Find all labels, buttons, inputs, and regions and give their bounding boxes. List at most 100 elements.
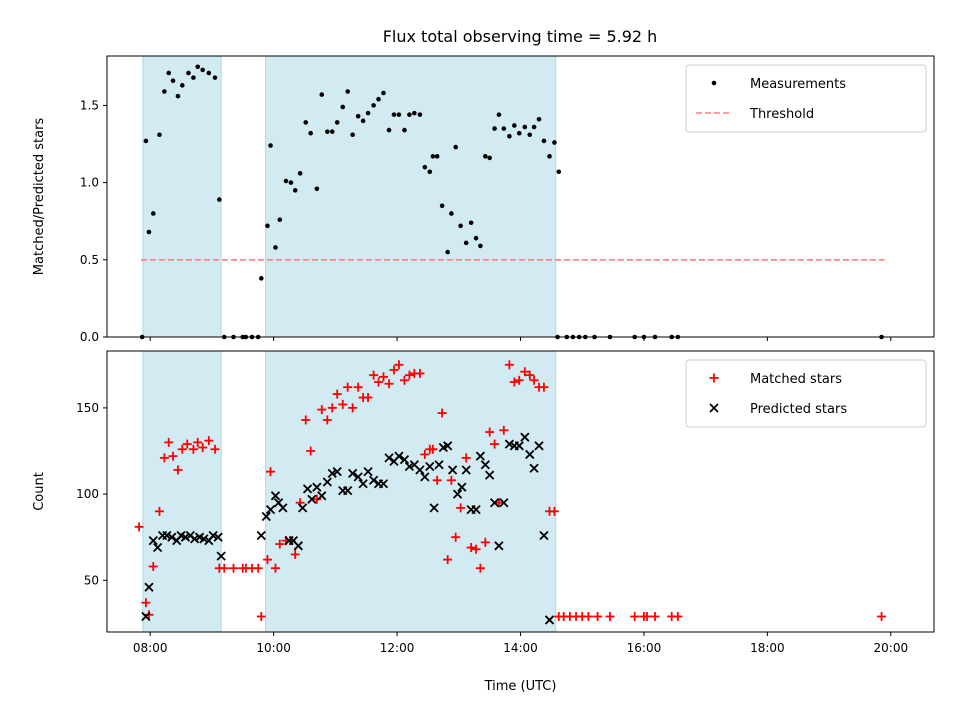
- measurement-point: [501, 126, 507, 131]
- predicted-stars-point: [162, 530, 172, 541]
- x-marker-b: [141, 611, 151, 622]
- matched-stars-point: [404, 370, 414, 380]
- predicted-stars-point: [353, 472, 363, 482]
- measurement-point: [407, 112, 412, 117]
- x-marker-b: [322, 477, 332, 487]
- x-marker-b: [162, 530, 172, 541]
- matched-stars-point: [549, 506, 559, 516]
- measurement-point: [283, 178, 289, 184]
- measurement-point: [386, 127, 392, 133]
- x-axis-label: Time (UTC): [484, 679, 557, 694]
- measurement-point: [288, 180, 294, 185]
- predicted-stars-point: [452, 489, 463, 499]
- predicted-stars-point: [368, 475, 379, 485]
- predicted-stars-point: [489, 498, 500, 508]
- predicted-stars-point: [190, 534, 200, 544]
- matched-stars-point: [327, 403, 337, 413]
- x-marker-b: [148, 535, 158, 546]
- measurement-point: [195, 64, 201, 70]
- measurement-point: [206, 70, 212, 76]
- predicted-stars-point: [167, 532, 177, 542]
- x-marker-b: [539, 530, 549, 541]
- matched-stars-point: [520, 367, 530, 377]
- x-marker-b: [420, 472, 430, 482]
- x-marker-b: [480, 460, 490, 470]
- predicted-stars-point: [420, 472, 430, 482]
- legend-label: Matched stars: [750, 372, 842, 387]
- measurement-point: [162, 89, 167, 94]
- matched-stars-point: [134, 522, 144, 532]
- matched-stars-point: [384, 379, 394, 389]
- matched-stars-point: [420, 449, 430, 459]
- matched-stars-point: [642, 611, 652, 621]
- matched-stars-point: [650, 611, 660, 621]
- x-marker-b: [298, 503, 308, 513]
- x-marker-b: [332, 467, 342, 477]
- x-marker-b: [176, 530, 186, 541]
- predicted-stars-point: [399, 454, 410, 465]
- matched-stars-point: [443, 555, 453, 565]
- matched-stars-point: [605, 611, 615, 621]
- x-marker-b: [363, 467, 373, 477]
- predicted-stars-point: [429, 503, 439, 513]
- x-marker-b: [208, 530, 218, 541]
- matched-stars-point: [270, 563, 280, 573]
- matched-stars-point: [256, 611, 266, 621]
- matched-stars-point: [378, 372, 388, 382]
- predicted-stars-point: [529, 463, 539, 473]
- observing-interval-shade: [142, 350, 222, 633]
- measurement-point: [396, 112, 402, 117]
- predicted-stars-point: [480, 460, 490, 470]
- x-marker-b: [307, 494, 317, 504]
- x-marker-b: [384, 453, 394, 463]
- predicted-stars-point: [208, 530, 218, 541]
- x-marker-b: [415, 465, 425, 475]
- matched-stars-point: [168, 451, 178, 461]
- measurement-point: [319, 92, 325, 97]
- matched-stars-point: [539, 382, 549, 392]
- predicted-stars-point: [298, 503, 308, 513]
- x-marker-b: [404, 461, 415, 472]
- x-tick-label: 14:00: [503, 641, 538, 655]
- y-tick-label: 100: [76, 487, 99, 501]
- matched-stars-point: [198, 443, 208, 453]
- y-axis-label: Count: [32, 472, 47, 511]
- measurement-point: [329, 129, 335, 134]
- x-marker-b: [434, 460, 444, 470]
- matched-stars-point: [490, 439, 500, 449]
- matched-stars-point: [525, 370, 535, 380]
- x-marker-b: [293, 541, 303, 551]
- predicted-stars-point: [504, 439, 515, 449]
- matched-stars-point: [312, 494, 322, 504]
- x-marker-b: [265, 504, 276, 515]
- matched-stars-point: [466, 543, 476, 553]
- matched-stars-point: [348, 403, 358, 413]
- legend-box: [685, 64, 927, 133]
- x-tick-label: 20:00: [874, 641, 909, 655]
- measurement-point: [371, 103, 376, 108]
- measurement-point: [427, 169, 433, 175]
- matched-stars-point: [673, 611, 683, 621]
- measurement-point: [516, 130, 522, 136]
- x-marker-b: [368, 475, 379, 485]
- matched-stars-point: [480, 537, 490, 547]
- matched-stars-point: [317, 405, 327, 415]
- x-marker-b: [213, 532, 223, 542]
- matched-stars-point: [529, 375, 539, 385]
- matched-stars-point: [363, 393, 373, 403]
- matched-stars-point: [219, 563, 229, 573]
- x-marker-b: [144, 582, 154, 592]
- measurement-point: [439, 203, 445, 209]
- measurement-point: [365, 110, 371, 116]
- measurement-point: [541, 138, 547, 144]
- legend: Measurements Threshold: [685, 64, 927, 133]
- x-marker-b: [461, 465, 471, 475]
- y-tick-label: 50: [84, 573, 99, 587]
- chart-title: Flux total observing time = 5.92 h: [383, 27, 658, 46]
- x-marker-b: [167, 532, 177, 542]
- matched-stars-point: [193, 437, 203, 447]
- predicted-stars-point: [270, 491, 281, 501]
- predicted-stars-point: [434, 460, 444, 470]
- x-marker-b: [525, 449, 535, 460]
- x-marker-b: [534, 441, 544, 451]
